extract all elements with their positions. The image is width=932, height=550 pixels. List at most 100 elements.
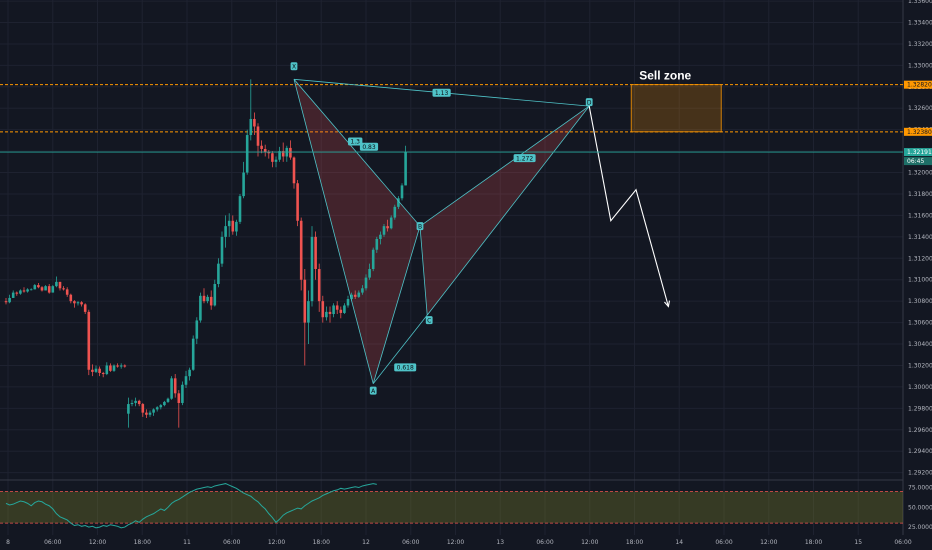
leg-bd bbox=[419, 105, 590, 227]
candle-body bbox=[19, 290, 22, 294]
time-tick-label: 12:00 bbox=[581, 539, 598, 546]
sell-zone-upper-price: 1.32820 bbox=[907, 82, 932, 89]
candle-body bbox=[55, 281, 58, 287]
price-tick-label: 1.30800 bbox=[908, 298, 932, 305]
time-tick-label: 06:00 bbox=[536, 539, 553, 546]
candle-body bbox=[332, 305, 335, 315]
candle-body bbox=[364, 277, 368, 289]
current-price-label-bg bbox=[904, 148, 932, 157]
time-tick-label: 18:00 bbox=[626, 539, 643, 546]
candle-body bbox=[141, 404, 145, 413]
time-tick-label: 15 bbox=[854, 539, 862, 546]
point-a-label: A bbox=[371, 388, 376, 395]
candle-body bbox=[281, 151, 285, 157]
price-tick-label: 1.33600 bbox=[908, 0, 932, 5]
leg-ab bbox=[372, 226, 421, 384]
candle-body bbox=[26, 289, 29, 292]
candle-body bbox=[173, 378, 177, 394]
candle-body bbox=[325, 311, 328, 318]
time-axis[interactable]: 8 06:00 12:00 18:00 11 06:00 12:00 18:00 12 06:00… bbox=[6, 539, 912, 546]
ratio-ac-label: 0.618 bbox=[397, 365, 414, 372]
candle-body bbox=[382, 226, 386, 235]
candle-body bbox=[58, 281, 62, 289]
candle-body bbox=[195, 320, 199, 339]
rsi-tick-label: 75.0000 bbox=[908, 485, 932, 492]
price-tick-label: 1.29800 bbox=[908, 405, 932, 412]
projection-arrowhead bbox=[664, 300, 671, 308]
candle-body bbox=[145, 412, 148, 415]
candles bbox=[4, 79, 407, 428]
point-c-label: C bbox=[427, 317, 431, 324]
candle-body bbox=[350, 294, 353, 300]
candle-body bbox=[40, 287, 44, 291]
candle-body bbox=[224, 226, 227, 237]
time-tick-label: 06:00 bbox=[44, 539, 61, 546]
price-tick-label: 1.31600 bbox=[908, 212, 932, 219]
candle-body bbox=[292, 157, 296, 184]
time-tick-label: 18:00 bbox=[313, 539, 330, 546]
candle-body bbox=[37, 285, 40, 288]
price-tick-label: 1.30400 bbox=[908, 341, 932, 348]
time-tick-label: 12 bbox=[362, 539, 370, 546]
price-axis[interactable]: 1.336001.334001.332001.330001.328001.326… bbox=[904, 0, 932, 550]
rsi-tick-label: 25.0000 bbox=[908, 524, 932, 531]
candle-body bbox=[155, 407, 159, 410]
candle-body bbox=[177, 393, 181, 403]
time-tick-label: 06:00 bbox=[894, 539, 911, 546]
ratio-ab-label-bg bbox=[348, 137, 363, 146]
candle-body bbox=[65, 289, 69, 295]
candle-body bbox=[357, 292, 361, 297]
candle-body bbox=[317, 269, 321, 302]
candle-body bbox=[371, 249, 375, 270]
candle-body bbox=[256, 126, 260, 146]
sell-zone-lower-price: 1.32380 bbox=[907, 129, 932, 136]
price-tick-label: 1.30000 bbox=[908, 384, 932, 391]
candle-body bbox=[29, 289, 33, 291]
ratio-ac-label-bg bbox=[394, 363, 417, 372]
candle-body bbox=[393, 206, 397, 218]
time-tick-label: 14 bbox=[675, 539, 683, 546]
price-tick-label: 1.31000 bbox=[908, 277, 932, 284]
candle-body bbox=[148, 412, 152, 415]
time-tick-label: 06:00 bbox=[223, 539, 240, 546]
candle-body bbox=[263, 148, 267, 153]
price-tick-label: 1.30600 bbox=[908, 320, 932, 327]
point-d-label-bg bbox=[585, 98, 593, 107]
current-price-countdown: 06:45 bbox=[907, 158, 924, 165]
candle-body bbox=[397, 198, 400, 207]
pattern-lines: X A B C D 0.83 0.618 1.272 1.13 1.3 bbox=[290, 62, 593, 395]
candle-body bbox=[8, 297, 11, 303]
candle-body bbox=[389, 217, 393, 229]
candle-body bbox=[346, 299, 350, 306]
candle-body bbox=[137, 400, 141, 405]
candle-body bbox=[353, 294, 357, 297]
grid bbox=[0, 0, 904, 535]
candle-body bbox=[44, 286, 47, 291]
candle-body bbox=[209, 296, 213, 306]
candle-body bbox=[4, 301, 8, 303]
candle-body bbox=[199, 295, 202, 321]
candle-body bbox=[343, 305, 346, 313]
projection-path bbox=[588, 106, 669, 307]
candle-body bbox=[368, 269, 371, 278]
candle-body bbox=[307, 301, 310, 323]
price-tick-label: 1.30200 bbox=[908, 362, 932, 369]
candle-body bbox=[278, 151, 281, 160]
candle-body bbox=[51, 286, 55, 293]
price-tick-label: 1.31400 bbox=[908, 234, 932, 241]
ratio-xb-label: 0.83 bbox=[362, 144, 376, 151]
candle-body bbox=[69, 294, 73, 302]
rsi-pane bbox=[0, 483, 903, 529]
leg-xb bbox=[293, 79, 421, 227]
candle-body bbox=[109, 365, 112, 371]
candle-body bbox=[94, 368, 98, 372]
time-tick-label: 06:00 bbox=[715, 539, 732, 546]
point-b-label-bg bbox=[416, 222, 424, 231]
sell-zone-rect bbox=[630, 84, 722, 133]
candle-body bbox=[98, 368, 101, 373]
candle-body bbox=[375, 239, 379, 250]
ratio-bd-label: 1.272 bbox=[516, 155, 533, 162]
candle-body bbox=[245, 135, 249, 173]
